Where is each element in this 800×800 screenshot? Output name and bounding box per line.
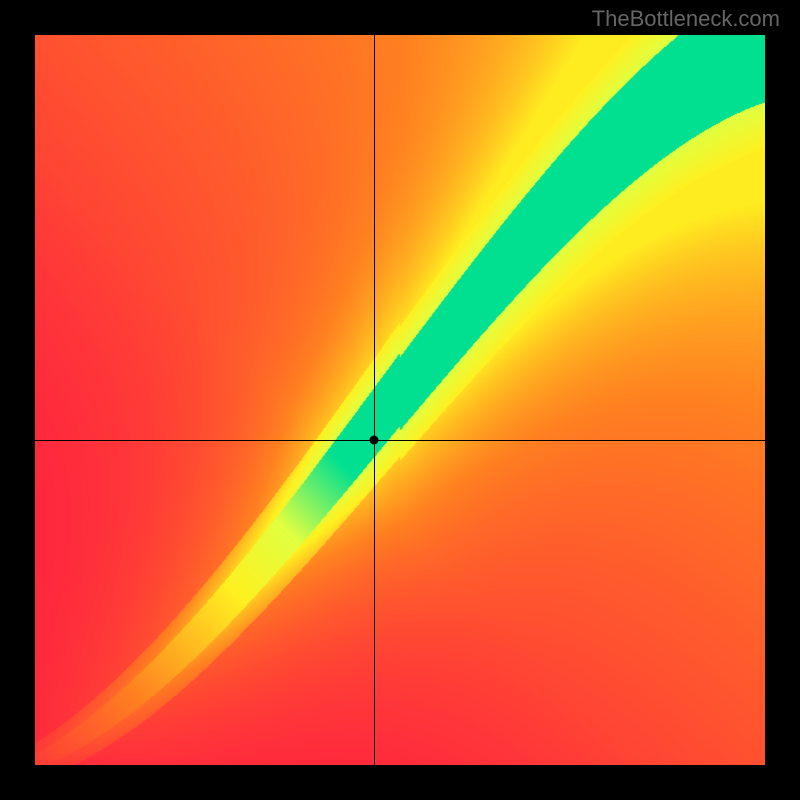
crosshair-vertical bbox=[374, 35, 375, 765]
crosshair-horizontal bbox=[35, 440, 765, 441]
watermark-text: TheBottleneck.com bbox=[592, 6, 780, 32]
heatmap-canvas bbox=[35, 35, 765, 765]
plot-area bbox=[35, 35, 765, 765]
crosshair-marker bbox=[370, 436, 379, 445]
